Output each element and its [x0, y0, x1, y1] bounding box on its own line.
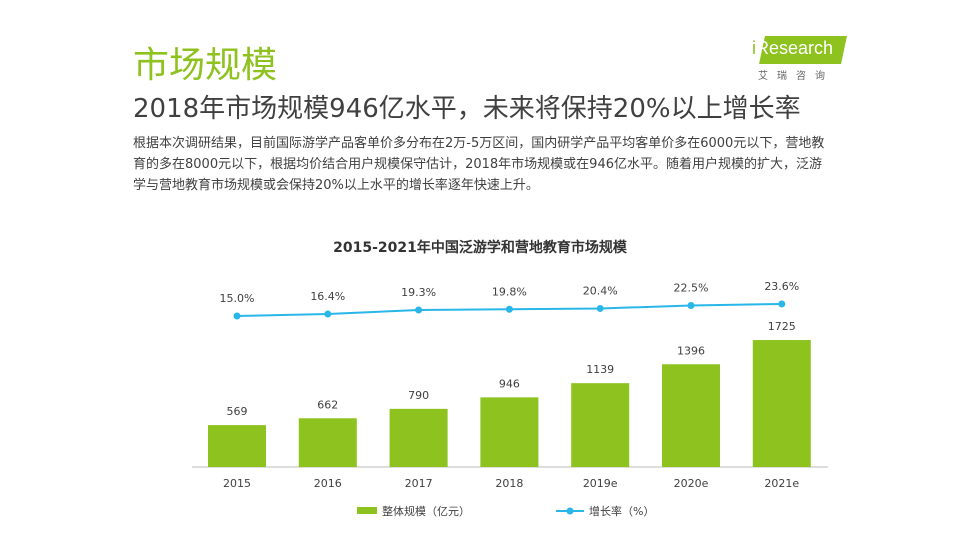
line-point [505, 305, 513, 313]
line-label: 19.3% [401, 286, 436, 299]
bar [480, 397, 539, 467]
line-point [324, 310, 332, 318]
line-label: 22.5% [674, 282, 709, 295]
bar-label: 662 [317, 398, 338, 411]
body-text: 根据本次调研结果，目前国际游学产品客单价多分布在2万-5万区间，国内研学产品平均… [133, 136, 825, 193]
bar-label: 1139 [586, 363, 614, 376]
iresearch-logo: iResearch 艾瑞咨询 [748, 36, 848, 82]
line-point [233, 312, 241, 320]
x-tick-label: 2018 [495, 477, 523, 490]
bar [571, 383, 630, 467]
legend-bar-label: 整体规模（亿元） [382, 504, 470, 518]
x-tick-label: 2021e [764, 477, 799, 490]
line-point [596, 304, 604, 312]
line-point [687, 302, 695, 309]
bar-label: 1725 [768, 320, 796, 333]
line-point [415, 306, 423, 314]
bar [208, 425, 266, 467]
bar-label: 1396 [677, 344, 705, 357]
x-tick-label: 2016 [314, 477, 342, 490]
x-tick-label: 2017 [405, 477, 433, 490]
chart-title: 2015-2021年中国泛游学和营地教育市场规模 [333, 239, 628, 256]
page-subtitle: 2018年市场规模946亿水平，未来将保持20%以上增长率 [133, 94, 801, 124]
line-label: 19.8% [492, 285, 527, 298]
legend-bar-swatch [357, 507, 377, 514]
x-tick-label: 2020e [674, 477, 709, 490]
line-label: 16.4% [310, 290, 345, 303]
bar-label: 946 [499, 377, 520, 390]
bar-label: 790 [408, 389, 429, 402]
bar-label: 569 [227, 405, 248, 418]
legend-line-marker [566, 507, 574, 515]
page-title: 市场规模 [133, 45, 278, 86]
legend-line-label: 增长率（%） [589, 504, 654, 518]
bar [298, 418, 357, 467]
line-point [778, 300, 786, 308]
line-label: 23.6% [764, 280, 799, 293]
bar [389, 408, 448, 467]
line-label: 15.0% [220, 292, 255, 305]
bar [662, 364, 720, 467]
bar [752, 340, 811, 467]
line-label: 20.4% [583, 284, 618, 297]
x-tick-label: 2015 [223, 477, 251, 490]
x-tick-label: 2019e [583, 477, 618, 490]
